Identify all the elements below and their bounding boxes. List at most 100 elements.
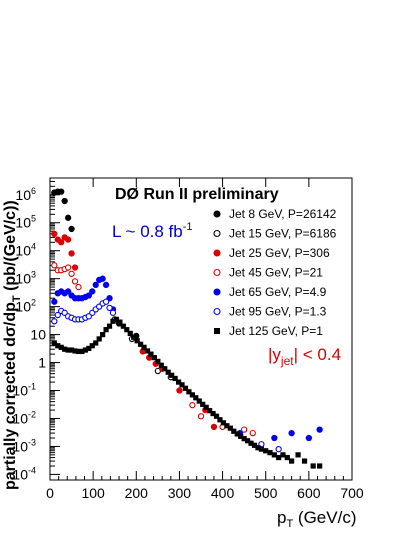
data-point — [120, 323, 126, 329]
data-point — [179, 382, 185, 388]
x-tick-label: 600 — [297, 485, 321, 501]
data-point — [162, 366, 168, 372]
x-axis-title-main: p — [277, 508, 286, 527]
data-point — [99, 275, 106, 282]
data-point — [92, 281, 99, 289]
data-series — [51, 188, 140, 340]
data-point — [64, 264, 72, 271]
y-tick-exponent: -1 — [28, 382, 36, 392]
y-tick-base: 10 — [15, 187, 31, 203]
y-tick-label: 1 — [38, 355, 46, 371]
data-point — [54, 311, 61, 319]
luminosity-text: L ~ 0.8 fb — [112, 222, 183, 241]
data-point — [58, 188, 65, 195]
y-tick-base: 10 — [15, 299, 31, 315]
data-point — [240, 426, 248, 433]
data-point — [213, 249, 221, 257]
data-point — [317, 463, 323, 469]
chart-title: DØ Run II preliminary — [115, 186, 279, 203]
y-tick-base: 10 — [12, 466, 28, 482]
data-point — [275, 446, 282, 453]
data-point — [220, 420, 227, 426]
data-point — [113, 316, 120, 322]
y-tick-base: 10 — [12, 410, 28, 426]
y-tick-base: 10 — [15, 215, 31, 231]
x-axis-title-sub: T — [286, 518, 293, 530]
data-point — [267, 450, 273, 456]
data-point — [64, 236, 72, 243]
x-tick-label: 500 — [254, 485, 278, 501]
data-point — [305, 434, 313, 442]
data-point — [103, 327, 109, 333]
y-tick-label: 106 — [15, 186, 36, 203]
data-point — [231, 428, 237, 434]
data-point — [62, 346, 68, 352]
data-point — [165, 369, 171, 375]
legend-label: Jet 15 GeV, P=6186 — [229, 227, 337, 241]
legend-label: Jet 125 GeV, P=1 — [229, 324, 323, 338]
data-point — [263, 448, 269, 454]
data-point — [213, 288, 221, 296]
data-point — [241, 436, 247, 442]
data-point — [100, 331, 106, 338]
y-tick-exponent: -4 — [28, 465, 36, 475]
data-point — [248, 440, 254, 446]
data-point — [51, 298, 58, 305]
data-point — [71, 278, 79, 285]
rapidity-prefix: |y — [268, 345, 281, 364]
data-point — [244, 438, 251, 444]
data-point — [189, 401, 196, 409]
data-point — [207, 408, 213, 414]
data-point — [310, 463, 316, 469]
data-point — [213, 268, 221, 277]
data-point — [141, 344, 147, 350]
data-point — [169, 372, 175, 378]
x-axis-title-unit: (GeV/c) — [293, 508, 356, 527]
y-tick-label: 103 — [15, 270, 36, 287]
data-point — [68, 347, 75, 353]
y-tick-exponent: 5 — [31, 214, 36, 224]
data-series — [51, 275, 323, 442]
data-point — [89, 343, 95, 349]
y-tick-base: 10 — [12, 383, 28, 399]
y-tick-label: 10-2 — [12, 409, 36, 426]
x-tick-label: 200 — [125, 485, 149, 501]
y-tick-base: 10 — [30, 327, 46, 343]
data-point — [196, 398, 202, 404]
data-point — [68, 250, 75, 257]
data-point — [210, 410, 216, 417]
y-axis-title-pre: partially corrected dσ/dp — [2, 302, 19, 490]
data-point — [93, 340, 99, 346]
data-point — [109, 309, 117, 316]
data-point — [144, 348, 151, 354]
data-point — [138, 341, 144, 347]
data-point — [271, 452, 277, 458]
legend-label: Jet 95 GeV, P=1.3 — [229, 305, 327, 319]
data-point — [203, 404, 209, 410]
rapidity-subscript: jet — [280, 354, 294, 368]
y-tick-exponent: 2 — [31, 298, 36, 308]
data-point — [148, 351, 154, 357]
data-point — [213, 210, 221, 218]
data-point — [271, 434, 278, 442]
y-axis-title-sub: T — [11, 295, 23, 302]
data-point — [124, 327, 130, 333]
data-point — [58, 344, 64, 350]
data-point — [288, 429, 295, 437]
y-tick-exponent: -2 — [28, 409, 36, 419]
data-point — [51, 262, 58, 269]
y-tick-base: 10 — [15, 271, 31, 287]
data-point — [175, 379, 182, 385]
data-point — [127, 330, 133, 337]
data-point — [214, 328, 220, 334]
data-point — [79, 348, 85, 355]
x-tick-label: 300 — [168, 485, 192, 501]
legend-label: Jet 8 GeV, P=26142 — [229, 207, 337, 221]
data-point — [172, 375, 178, 382]
data-point — [85, 292, 92, 299]
y-tick-base: 1 — [38, 355, 46, 371]
data-point — [316, 426, 323, 433]
luminosity-annotation: L ~ 0.8 fb-1 — [112, 221, 193, 241]
plot-frame-border — [49, 177, 353, 481]
